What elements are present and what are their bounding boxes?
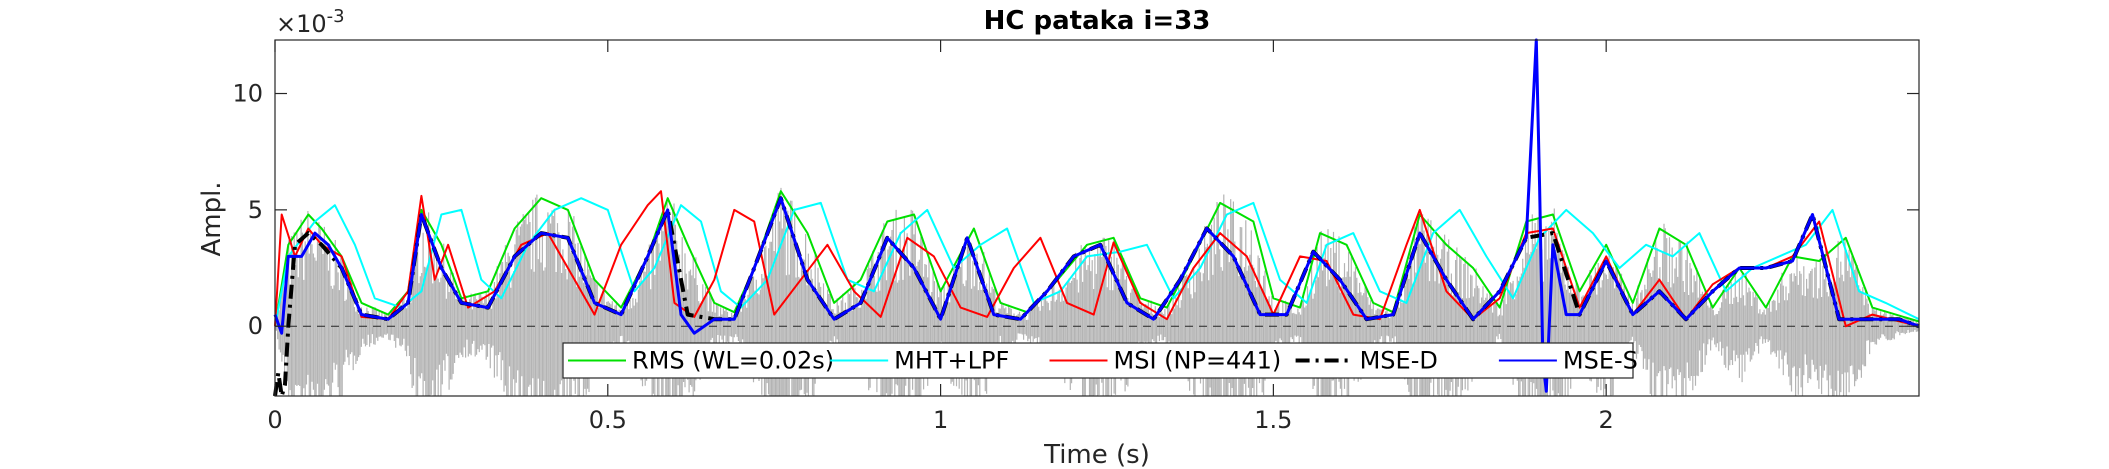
legend-label-2: MHT+LPF: [894, 347, 1009, 375]
y-exponent-base: ×10: [276, 10, 327, 38]
y-tick-label: 10: [232, 80, 263, 108]
x-axis-label: Time (s): [1043, 440, 1150, 469]
y-tick-label: 0: [248, 312, 263, 340]
legend-label-1: RMS (WL=0.02s): [632, 347, 834, 375]
y-tick-label: 5: [248, 196, 263, 224]
series-line-5: [273, 38, 1920, 393]
y-exponent-label: ×10-3: [276, 6, 345, 38]
plot-frame: [274, 39, 1920, 397]
ticks-layer: 0 0.5 1 1.5 2 0 5 10: [232, 40, 1919, 434]
y-exponent-power: -3: [327, 6, 345, 27]
x-tick-label: 0.5: [589, 406, 627, 434]
legend-label-5: MSE-S: [1563, 347, 1638, 375]
legend-label-3: MSI (NP=441): [1114, 347, 1282, 375]
x-tick-label: 2: [1599, 406, 1614, 434]
series-layer: [273, 38, 1920, 398]
chart-title: HC pataka i=33: [984, 6, 1211, 36]
legend: RMS (WL=0.02s) MHT+LPF MSI (NP=441) MSE-D MS…: [562, 342, 1638, 379]
series-line-3: [274, 190, 1920, 328]
y-axis-label: Ampl.: [197, 181, 227, 256]
x-tick-label: 1: [933, 406, 948, 434]
series-line-2: [274, 197, 1920, 327]
x-tick-label: 0: [267, 406, 282, 434]
legend-label-4: MSE-D: [1360, 347, 1438, 375]
x-tick-label: 1.5: [1254, 406, 1292, 434]
